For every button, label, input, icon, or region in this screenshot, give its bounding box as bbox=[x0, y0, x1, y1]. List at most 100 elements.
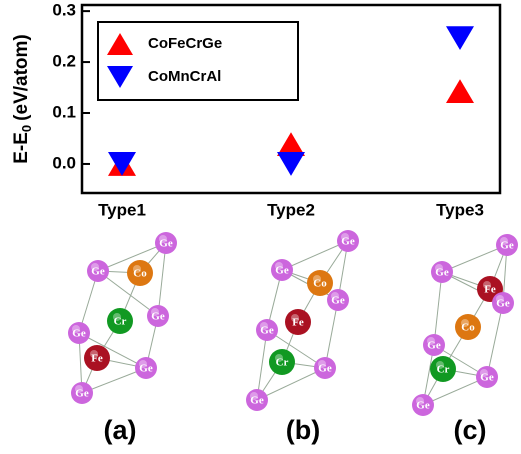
atom bbox=[285, 309, 311, 335]
atom bbox=[135, 357, 157, 379]
atom-highlight bbox=[151, 308, 159, 316]
marker bbox=[277, 132, 305, 156]
atom-highlight bbox=[341, 233, 349, 241]
atom-label: Cr bbox=[276, 357, 289, 369]
atom-label: Co bbox=[461, 322, 475, 334]
atom-highlight bbox=[480, 369, 488, 377]
cell-edge bbox=[157, 242, 167, 317]
cell-edge bbox=[256, 329, 268, 401]
legend-label: CoFeCrGe bbox=[148, 35, 222, 52]
atom-label: Ge bbox=[500, 240, 514, 252]
atom-highlight bbox=[250, 392, 258, 400]
atom-label: Ge bbox=[151, 311, 165, 323]
atom-label: Ge bbox=[72, 328, 86, 340]
atom bbox=[327, 289, 349, 311]
y-tick-label: 0.1 bbox=[52, 102, 76, 121]
atom bbox=[271, 259, 293, 281]
atom-highlight bbox=[500, 237, 508, 245]
y-axis-label-part: (eV/atom) bbox=[11, 34, 32, 121]
legend-label: CoMnCrAl bbox=[148, 68, 221, 85]
cell-edge bbox=[422, 376, 488, 406]
cell-edge bbox=[433, 271, 443, 346]
atom bbox=[84, 345, 110, 371]
atom-label: Ge bbox=[435, 267, 449, 279]
atom-highlight bbox=[75, 385, 83, 393]
atom bbox=[423, 334, 445, 356]
atom-highlight bbox=[159, 235, 167, 243]
atom-highlight bbox=[291, 314, 299, 322]
atom-highlight bbox=[133, 265, 141, 273]
atom-label: Ge bbox=[496, 298, 510, 310]
atom-highlight bbox=[72, 325, 80, 333]
atom-label: Fe bbox=[91, 353, 103, 365]
cell-edge bbox=[97, 242, 167, 272]
atom-label: Ge bbox=[331, 295, 345, 307]
atom-label: Ge bbox=[318, 363, 332, 375]
atom-highlight bbox=[331, 292, 339, 300]
cell-edge bbox=[266, 329, 326, 369]
marker bbox=[446, 79, 474, 104]
atom-label: Ge bbox=[260, 325, 274, 337]
y-axis-label-part: 0 bbox=[19, 125, 34, 132]
atom bbox=[430, 356, 456, 382]
atom bbox=[127, 260, 153, 286]
atom bbox=[68, 322, 90, 344]
atom bbox=[107, 308, 133, 334]
atom bbox=[431, 261, 453, 283]
cell-edge bbox=[486, 302, 504, 378]
atom-label: Cr bbox=[437, 364, 450, 376]
atom bbox=[314, 357, 336, 379]
atom-label: Ge bbox=[275, 265, 289, 277]
atom-highlight bbox=[275, 262, 283, 270]
cell-edge bbox=[441, 244, 508, 273]
cell-edge bbox=[78, 332, 147, 369]
cell-edge bbox=[256, 367, 326, 401]
x-tick-label: Type2 bbox=[267, 200, 315, 219]
atom-highlight bbox=[461, 319, 469, 327]
x-tick-label: Type1 bbox=[98, 200, 146, 219]
atom-highlight bbox=[435, 264, 443, 272]
atom bbox=[256, 319, 278, 341]
structure-label: (b) bbox=[286, 415, 320, 445]
atom-highlight bbox=[416, 397, 424, 405]
atom-label: Ge bbox=[341, 236, 355, 248]
atom-label: Cr bbox=[114, 316, 127, 328]
atom-label: Ge bbox=[416, 400, 430, 412]
atom-highlight bbox=[260, 322, 268, 330]
atom bbox=[269, 349, 295, 375]
atom-highlight bbox=[90, 350, 98, 358]
atom bbox=[155, 232, 177, 254]
atom-label: Ge bbox=[139, 363, 153, 375]
atom bbox=[492, 292, 514, 314]
atom-highlight bbox=[496, 295, 504, 303]
marker bbox=[108, 152, 136, 176]
atom-highlight bbox=[427, 337, 435, 345]
atom bbox=[147, 305, 169, 327]
atom-label: Ge bbox=[427, 340, 441, 352]
atom-highlight bbox=[318, 360, 326, 368]
atom-label: Co bbox=[133, 268, 147, 280]
plot-frame bbox=[80, 3, 502, 195]
atom-highlight bbox=[139, 360, 147, 368]
atom bbox=[476, 366, 498, 388]
legend-box bbox=[97, 21, 299, 101]
atom-label: Ge bbox=[250, 395, 264, 407]
atom bbox=[496, 234, 518, 256]
cell-edge bbox=[81, 367, 147, 394]
atom-highlight bbox=[436, 361, 444, 369]
atom-highlight bbox=[275, 354, 283, 362]
atom-highlight bbox=[483, 281, 491, 289]
cell-edge bbox=[281, 240, 349, 271]
atom-label: Fe bbox=[484, 284, 496, 296]
structure-label: (c) bbox=[454, 415, 487, 445]
y-tick-label: 0.3 bbox=[52, 1, 76, 20]
y-axis-label: E-E0 (eV/atom) bbox=[11, 34, 34, 164]
atom bbox=[246, 389, 268, 411]
cell-edge bbox=[324, 299, 339, 369]
y-axis-label-part: E-E bbox=[11, 132, 32, 164]
marker bbox=[446, 26, 474, 51]
atom-label: Ge bbox=[480, 372, 494, 384]
atom-label: Ge bbox=[91, 266, 105, 278]
atom-label: Ge bbox=[159, 238, 173, 250]
atom bbox=[71, 382, 93, 404]
